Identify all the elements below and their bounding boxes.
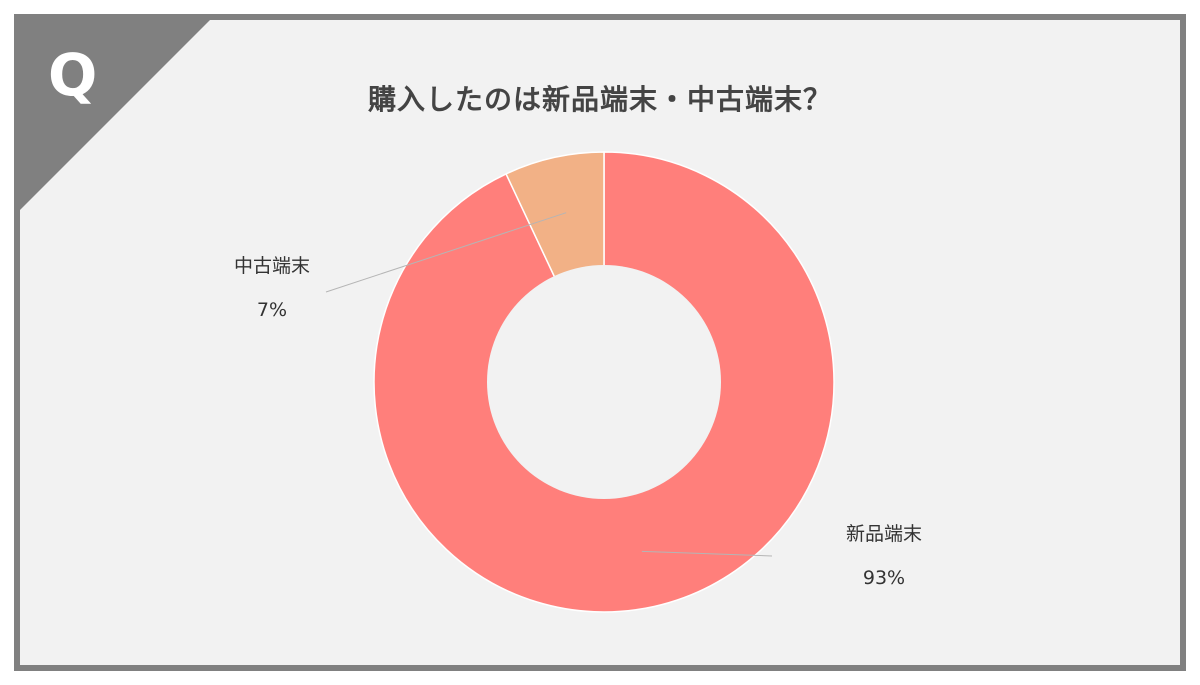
slice-label-1: 新品端末 bbox=[846, 523, 922, 545]
chart-labels: 新品端末 93% 中古端末 7% bbox=[234, 212, 922, 589]
slice-label-2: 中古端末 bbox=[234, 255, 310, 277]
q-badge: Q bbox=[48, 41, 98, 109]
leader-line-2 bbox=[325, 212, 567, 293]
chart-title: 購入したのは新品端末・中古端末？ bbox=[367, 83, 832, 116]
slice-value-1: 93% bbox=[863, 567, 905, 589]
corner-tab bbox=[20, 20, 210, 210]
slice-value-2: 7% bbox=[257, 299, 287, 321]
donut-hole bbox=[487, 265, 721, 499]
leader-line-1 bbox=[641, 550, 773, 557]
